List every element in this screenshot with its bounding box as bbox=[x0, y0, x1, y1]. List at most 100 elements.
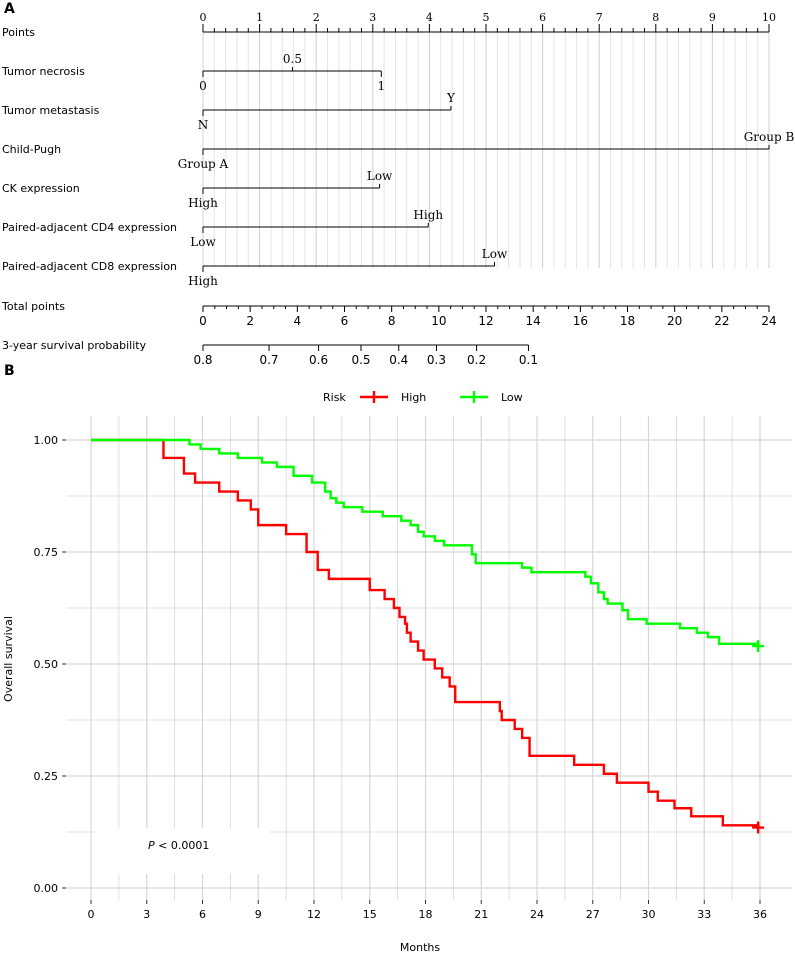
points-axis-tick-label: 10 bbox=[762, 11, 776, 24]
total-points-tick-label: 6 bbox=[341, 314, 349, 328]
predictor-row: Tumor metastasis Y N bbox=[1, 91, 456, 132]
predictor-level-label: 0 bbox=[199, 79, 207, 93]
total-points-tick-label: 12 bbox=[478, 314, 493, 328]
legend: Risk High Low bbox=[323, 391, 523, 404]
total-points-tick-label: 20 bbox=[667, 314, 682, 328]
survival-probability-axis: 3-year survival probability 0.8 0.7 0.6 0.5 0… bbox=[2, 339, 538, 367]
predictor-level-label: N bbox=[198, 118, 209, 132]
predictor-level-label: Group A bbox=[178, 157, 229, 171]
total-points-tick-label: 16 bbox=[573, 314, 588, 328]
points-axis-tick-label: 1 bbox=[256, 11, 263, 24]
survival-curve-high bbox=[91, 438, 760, 828]
survival-axis-tick-label: 0.5 bbox=[351, 353, 370, 367]
total-points-tick-label: 10 bbox=[431, 314, 446, 328]
p-value-annotation: P < 0.0001 bbox=[96, 828, 270, 874]
predictor-level-label: Group B bbox=[744, 130, 795, 144]
predictor-label: Paired-adjacent CD8 expression bbox=[2, 260, 177, 273]
survival-curves bbox=[91, 438, 765, 834]
predictor-level-label: Y bbox=[446, 91, 456, 105]
survival-axis-tick-label: 0.7 bbox=[259, 353, 278, 367]
predictor-label: Tumor necrosis bbox=[1, 65, 85, 78]
survival-axis-tick-label: 0.3 bbox=[427, 353, 446, 367]
points-axis-tick-label: 8 bbox=[652, 11, 659, 24]
survival-axis-label: 3-year survival probability bbox=[2, 339, 147, 352]
predictor-row: Paired-adjacent CD8 expression Low High bbox=[2, 247, 508, 288]
total-points-tick-label: 4 bbox=[294, 314, 302, 328]
total-points-tick-label: 8 bbox=[388, 314, 396, 328]
predictor-level-label: High bbox=[188, 274, 218, 288]
points-axis-tick-label: 7 bbox=[596, 11, 603, 24]
y-axis-tick-label: 0.75 bbox=[34, 546, 59, 559]
x-axis-tick-label: 12 bbox=[307, 908, 321, 921]
predictor-row: Tumor necrosis 0.5 0 1 bbox=[1, 52, 385, 93]
y-axis-tick-label: 1.00 bbox=[34, 434, 59, 447]
predictor-label: Paired-adjacent CD4 expression bbox=[2, 221, 177, 234]
points-axis-tick-label: 9 bbox=[709, 11, 716, 24]
points-axis-tick-label: 4 bbox=[426, 11, 433, 24]
p-value-symbol: P bbox=[148, 839, 155, 852]
legend-title: Risk bbox=[323, 391, 346, 404]
nomogram-gridlines bbox=[202, 32, 770, 268]
legend-item-low: Low bbox=[460, 391, 523, 404]
legend-label: High bbox=[401, 391, 426, 404]
y-axis-title: Overall survival bbox=[2, 616, 15, 702]
censor-mark-high bbox=[752, 821, 765, 834]
survival-axis-tick-label: 0.1 bbox=[519, 353, 538, 367]
p-value-comparison: < 0.0001 bbox=[155, 839, 210, 852]
x-axis-tick-label: 9 bbox=[255, 908, 262, 921]
predictor-row: Paired-adjacent CD4 expression High Low bbox=[2, 208, 443, 249]
total-points-tick-label: 2 bbox=[246, 314, 254, 328]
x-axis-tick-label: 21 bbox=[474, 908, 488, 921]
points-axis-tick-label: 2 bbox=[313, 11, 320, 24]
x-axis-tick-label: 18 bbox=[419, 908, 433, 921]
total-points-tick-label: 18 bbox=[620, 314, 635, 328]
x-axis-title: Months bbox=[400, 941, 440, 954]
predictor-level-label: High bbox=[188, 196, 218, 210]
y-axis-tick-label: 0.00 bbox=[34, 882, 59, 895]
points-axis-tick-label: 6 bbox=[539, 11, 546, 24]
predictor-level-label: 0.5 bbox=[283, 52, 302, 66]
points-axis-label: Points bbox=[2, 26, 35, 39]
predictor-level-label: Low bbox=[482, 247, 508, 261]
total-points-tick-label: 0 bbox=[199, 314, 207, 328]
x-axis-tick-label: 0 bbox=[88, 908, 95, 921]
x-axis-tick-label: 36 bbox=[753, 908, 767, 921]
kaplan-meier-panel: B Risk High Low P < 0.0001 0 3 6 9 12 15 18 21 24 2… bbox=[2, 363, 792, 954]
x-axis-tick-label: 27 bbox=[586, 908, 600, 921]
km-axes: 0 3 6 9 12 15 18 21 24 27 30 33 360.000.250.500.751.… bbox=[34, 434, 768, 921]
survival-axis-tick-label: 0.4 bbox=[389, 353, 408, 367]
points-axis-tick-label: 3 bbox=[369, 11, 376, 24]
y-axis-tick-label: 0.25 bbox=[34, 770, 59, 783]
predictor-label: Tumor metastasis bbox=[1, 104, 100, 117]
legend-item-high: High bbox=[360, 391, 426, 404]
predictor-row: CK expression Low High bbox=[2, 169, 393, 210]
points-axis-tick-label: 0 bbox=[200, 11, 207, 24]
predictor-level-label: Low bbox=[367, 169, 393, 183]
p-value-box bbox=[96, 828, 270, 874]
points-axis: Points 0 1 2 3 4 5 6 7 8 9 10 bbox=[2, 11, 776, 39]
censor-mark-low bbox=[752, 640, 765, 653]
survival-axis-tick-label: 0.2 bbox=[467, 353, 486, 367]
x-axis-tick-label: 30 bbox=[642, 908, 656, 921]
p-value-text: P < 0.0001 bbox=[148, 839, 209, 852]
predictor-level-label: High bbox=[413, 208, 443, 222]
survival-axis-tick-label: 0.6 bbox=[309, 353, 328, 367]
points-axis-tick-label: 5 bbox=[483, 11, 490, 24]
predictor-label: Child-Pugh bbox=[2, 143, 61, 156]
predictor-label: CK expression bbox=[2, 182, 80, 195]
x-axis-tick-label: 24 bbox=[530, 908, 544, 921]
predictor-level-label: 1 bbox=[377, 79, 385, 93]
total-points-label: Total points bbox=[1, 300, 65, 313]
panel-a-label: A bbox=[4, 1, 15, 17]
survival-curve-low bbox=[91, 438, 760, 647]
survival-axis-tick-label: 0.8 bbox=[193, 353, 212, 367]
predictor-row: Child-Pugh Group B Group A bbox=[2, 130, 794, 171]
total-points-tick-label: 14 bbox=[526, 314, 541, 328]
x-axis-tick-label: 33 bbox=[697, 908, 711, 921]
x-axis-tick-label: 15 bbox=[363, 908, 377, 921]
panel-b-label: B bbox=[4, 363, 15, 379]
